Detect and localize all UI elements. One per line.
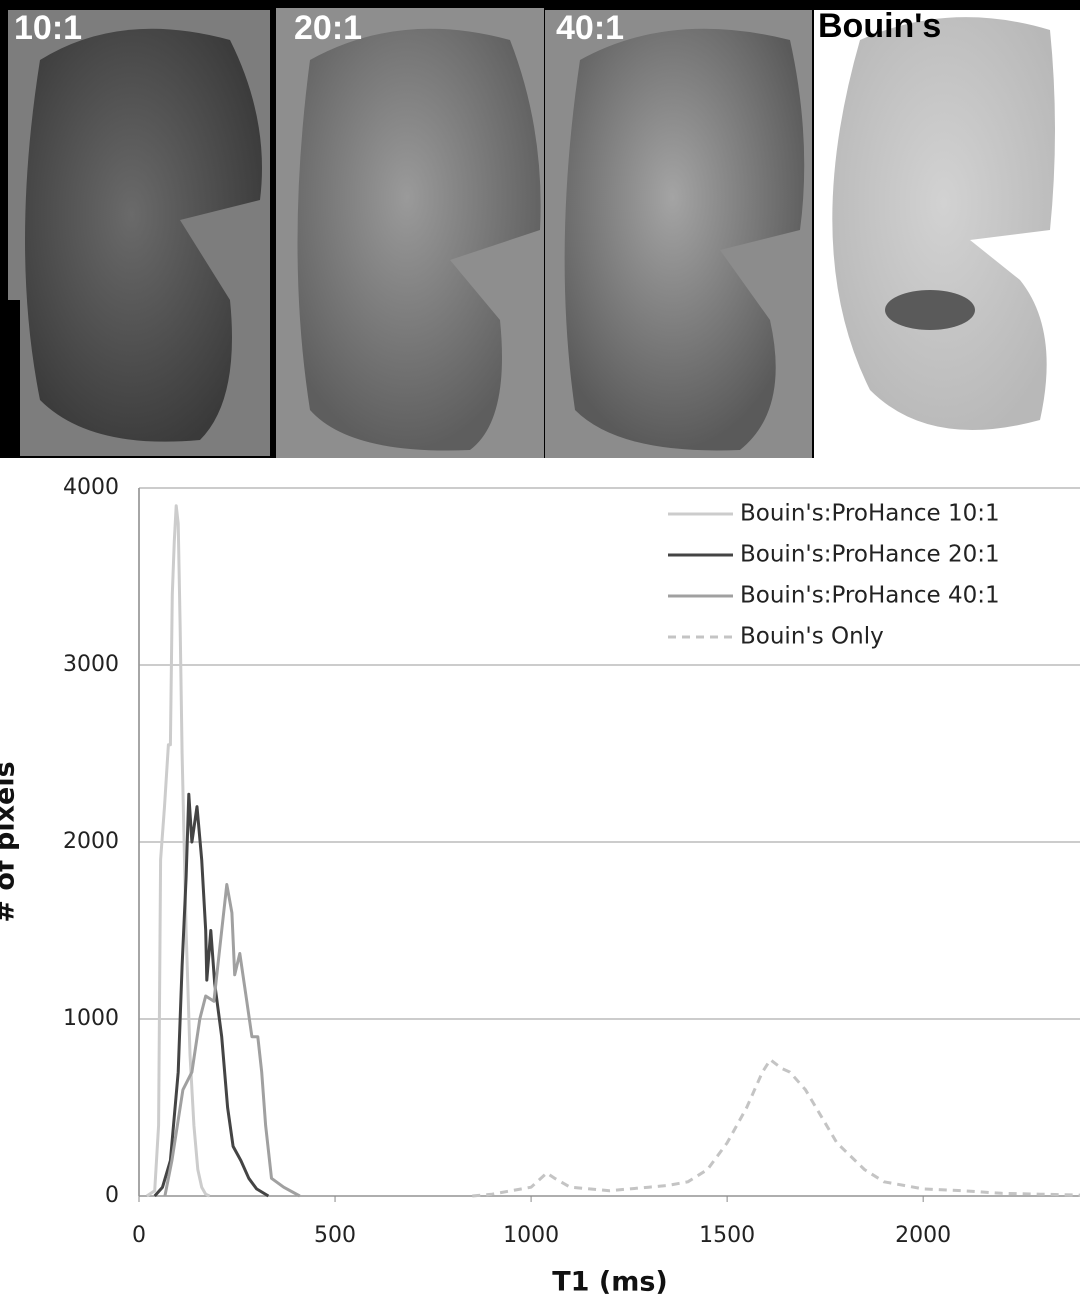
image-panels: 10:1 20:1 40:1 Bouin's — [0, 0, 1080, 458]
panel-2: 20:1 — [276, 8, 544, 458]
legend-label: Bouin's:ProHance 20:1 — [740, 542, 1000, 568]
y-tick-label: 1000 — [63, 1006, 119, 1031]
x-tick-label: 0 — [132, 1223, 146, 1248]
panel-label: 40:1 — [556, 9, 624, 47]
x-tick-label: 1000 — [503, 1223, 559, 1248]
series-line — [153, 792, 270, 1198]
legend-label: Bouin's Only — [740, 624, 884, 650]
specimen — [297, 28, 541, 451]
y-tick-label: 3000 — [63, 652, 119, 677]
panel-4: Bouin's — [814, 7, 1080, 458]
panel-label: 10:1 — [14, 9, 82, 47]
specimen-detail — [885, 290, 975, 330]
panel-1: 10:1 — [0, 9, 270, 458]
specimen — [25, 28, 262, 442]
specimen — [832, 17, 1055, 431]
y-tick-label: 4000 — [63, 475, 119, 500]
series-line — [163, 883, 301, 1198]
panel-label: 20:1 — [294, 9, 362, 47]
y-tick-label: 2000 — [63, 829, 119, 854]
panel-label: Bouin's — [818, 7, 941, 45]
series-line — [145, 504, 211, 1198]
specimen — [564, 28, 805, 451]
series-line — [472, 1058, 1080, 1198]
y-axis-title: # of pixels — [0, 761, 21, 922]
line-chart: T1 (ms) # of pixels 0 1000 2000 3000 4000 0 50… — [0, 475, 1080, 1298]
legend-label: Bouin's:ProHance 10:1 — [740, 501, 1000, 527]
mask — [0, 300, 20, 458]
legend-label: Bouin's:ProHance 40:1 — [740, 583, 1000, 609]
x-tick-label: 1500 — [699, 1223, 755, 1248]
y-tick-label: 0 — [105, 1183, 119, 1208]
x-axis-title: T1 (ms) — [552, 1267, 668, 1298]
x-tick-label: 500 — [314, 1223, 356, 1248]
x-tick-label: 2000 — [895, 1223, 951, 1248]
panel-3: 40:1 — [545, 9, 812, 458]
